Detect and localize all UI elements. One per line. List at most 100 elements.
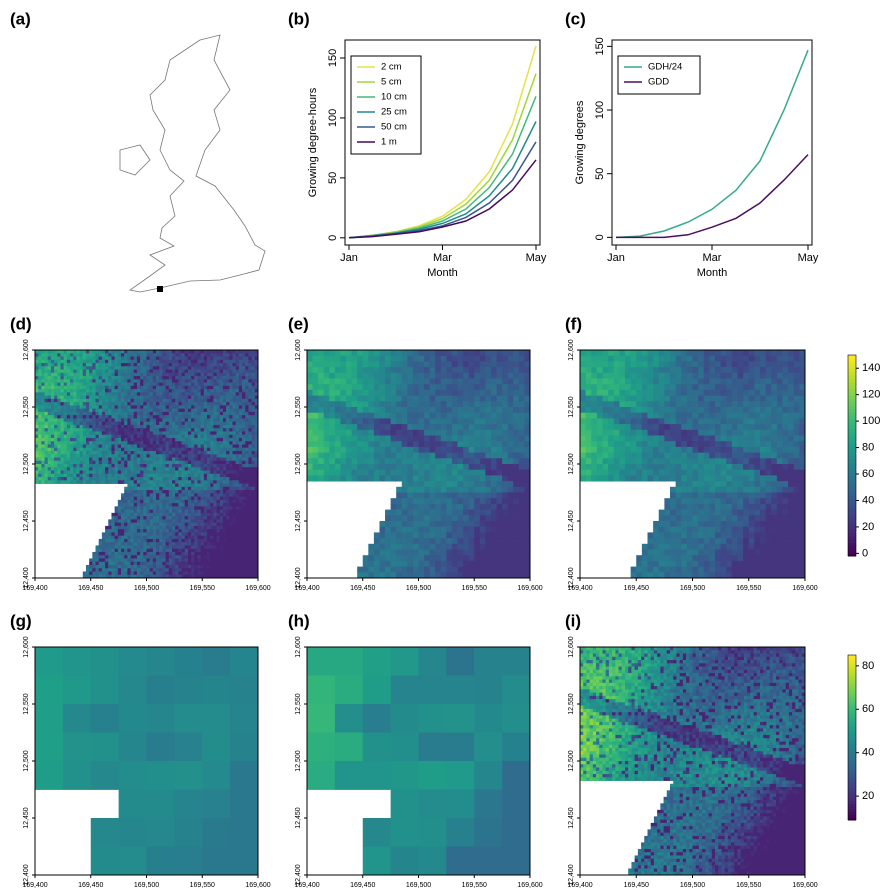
raster-cell bbox=[385, 361, 391, 367]
raster-cell bbox=[217, 493, 221, 497]
raster-cell bbox=[162, 513, 166, 517]
raster-cell bbox=[80, 457, 84, 461]
raster-cell bbox=[233, 448, 237, 452]
raster-cell bbox=[229, 480, 233, 484]
raster-cell bbox=[140, 500, 144, 504]
raster-cell bbox=[233, 503, 237, 507]
raster-cell bbox=[175, 542, 179, 546]
raster-cell bbox=[419, 538, 425, 544]
raster-cell bbox=[204, 412, 208, 416]
raster-cell bbox=[102, 431, 106, 435]
raster-cell bbox=[357, 572, 363, 578]
raster-cell bbox=[67, 471, 71, 475]
raster-cell bbox=[115, 480, 119, 484]
raster-cell bbox=[45, 454, 49, 458]
raster-cell bbox=[105, 539, 109, 543]
raster-cell bbox=[159, 526, 163, 530]
raster-cell bbox=[318, 475, 324, 481]
raster-cell bbox=[64, 454, 68, 458]
raster-cell bbox=[229, 545, 233, 549]
raster-cell bbox=[169, 441, 173, 445]
raster-cell bbox=[108, 448, 112, 452]
raster-cell bbox=[70, 392, 74, 396]
raster-cell bbox=[169, 539, 173, 543]
raster-cell bbox=[143, 415, 147, 419]
raster-cell bbox=[374, 396, 380, 402]
raster-cell bbox=[402, 458, 408, 464]
raster-cell bbox=[96, 366, 100, 370]
raster-cell bbox=[197, 350, 201, 354]
raster-cell bbox=[313, 447, 319, 453]
raster-cell bbox=[140, 441, 144, 445]
raster-cell bbox=[182, 431, 186, 435]
raster-cell bbox=[134, 519, 138, 523]
raster-cell bbox=[76, 438, 80, 442]
raster-cell bbox=[175, 539, 179, 543]
raster-cell bbox=[156, 405, 160, 409]
raster-cell bbox=[162, 370, 166, 374]
raster-cell bbox=[223, 471, 227, 475]
raster-cell bbox=[127, 516, 131, 520]
raster-cell bbox=[233, 376, 237, 380]
raster-cell bbox=[210, 392, 214, 396]
raster-cell bbox=[124, 441, 128, 445]
raster-cell bbox=[226, 555, 230, 559]
raster-cell bbox=[368, 550, 374, 556]
raster-cell bbox=[134, 506, 138, 510]
raster-cell bbox=[175, 353, 179, 357]
raster-cell bbox=[67, 464, 71, 468]
raster-cell bbox=[73, 366, 77, 370]
raster-cell bbox=[210, 513, 214, 517]
raster-cell bbox=[185, 451, 189, 455]
raster-cell bbox=[239, 464, 243, 468]
raster-cell bbox=[363, 361, 369, 367]
raster-cell bbox=[162, 542, 166, 546]
raster-cell bbox=[239, 461, 243, 465]
raster-cell bbox=[102, 376, 106, 380]
raster-cell bbox=[60, 392, 64, 396]
raster-cell bbox=[217, 389, 221, 393]
raster-cell bbox=[313, 458, 319, 464]
raster-cell bbox=[73, 379, 77, 383]
raster-cell bbox=[162, 558, 166, 562]
raster-cell bbox=[201, 373, 205, 377]
raster-cell bbox=[391, 538, 397, 544]
raster-cell bbox=[108, 383, 112, 387]
raster-cell bbox=[233, 555, 237, 559]
raster-cell bbox=[182, 441, 186, 445]
raster-cell bbox=[80, 471, 84, 475]
raster-cell bbox=[172, 448, 176, 452]
raster-cell bbox=[162, 562, 166, 566]
raster-cell bbox=[134, 487, 138, 491]
raster-cell bbox=[140, 526, 144, 530]
raster-cell bbox=[166, 350, 170, 354]
raster-cell bbox=[99, 425, 103, 429]
raster-cell bbox=[402, 561, 408, 567]
raster-cell bbox=[239, 542, 243, 546]
raster-cell bbox=[182, 448, 186, 452]
raster-cell bbox=[217, 519, 221, 523]
raster-cell bbox=[245, 451, 249, 455]
raster-cell bbox=[64, 461, 68, 465]
raster-cell bbox=[363, 367, 369, 373]
raster-cell bbox=[118, 360, 122, 364]
raster-cell bbox=[156, 506, 160, 510]
raster-cell bbox=[210, 552, 214, 556]
raster-cell bbox=[45, 405, 49, 409]
raster-cell bbox=[204, 568, 208, 572]
raster-cell bbox=[329, 441, 335, 447]
raster-cell bbox=[368, 396, 374, 402]
raster-cell bbox=[118, 503, 122, 507]
raster-cell bbox=[226, 519, 230, 523]
raster-cell bbox=[70, 389, 74, 393]
raster-cell bbox=[57, 422, 61, 426]
raster-cell bbox=[105, 399, 109, 403]
raster-cell bbox=[204, 493, 208, 497]
raster-cell bbox=[242, 529, 246, 533]
x-axis-label: Month bbox=[697, 267, 728, 279]
raster-cell bbox=[131, 418, 135, 422]
raster-cell bbox=[57, 386, 61, 390]
raster-cell bbox=[127, 487, 131, 491]
raster-cell bbox=[159, 545, 163, 549]
raster-cell bbox=[239, 376, 243, 380]
